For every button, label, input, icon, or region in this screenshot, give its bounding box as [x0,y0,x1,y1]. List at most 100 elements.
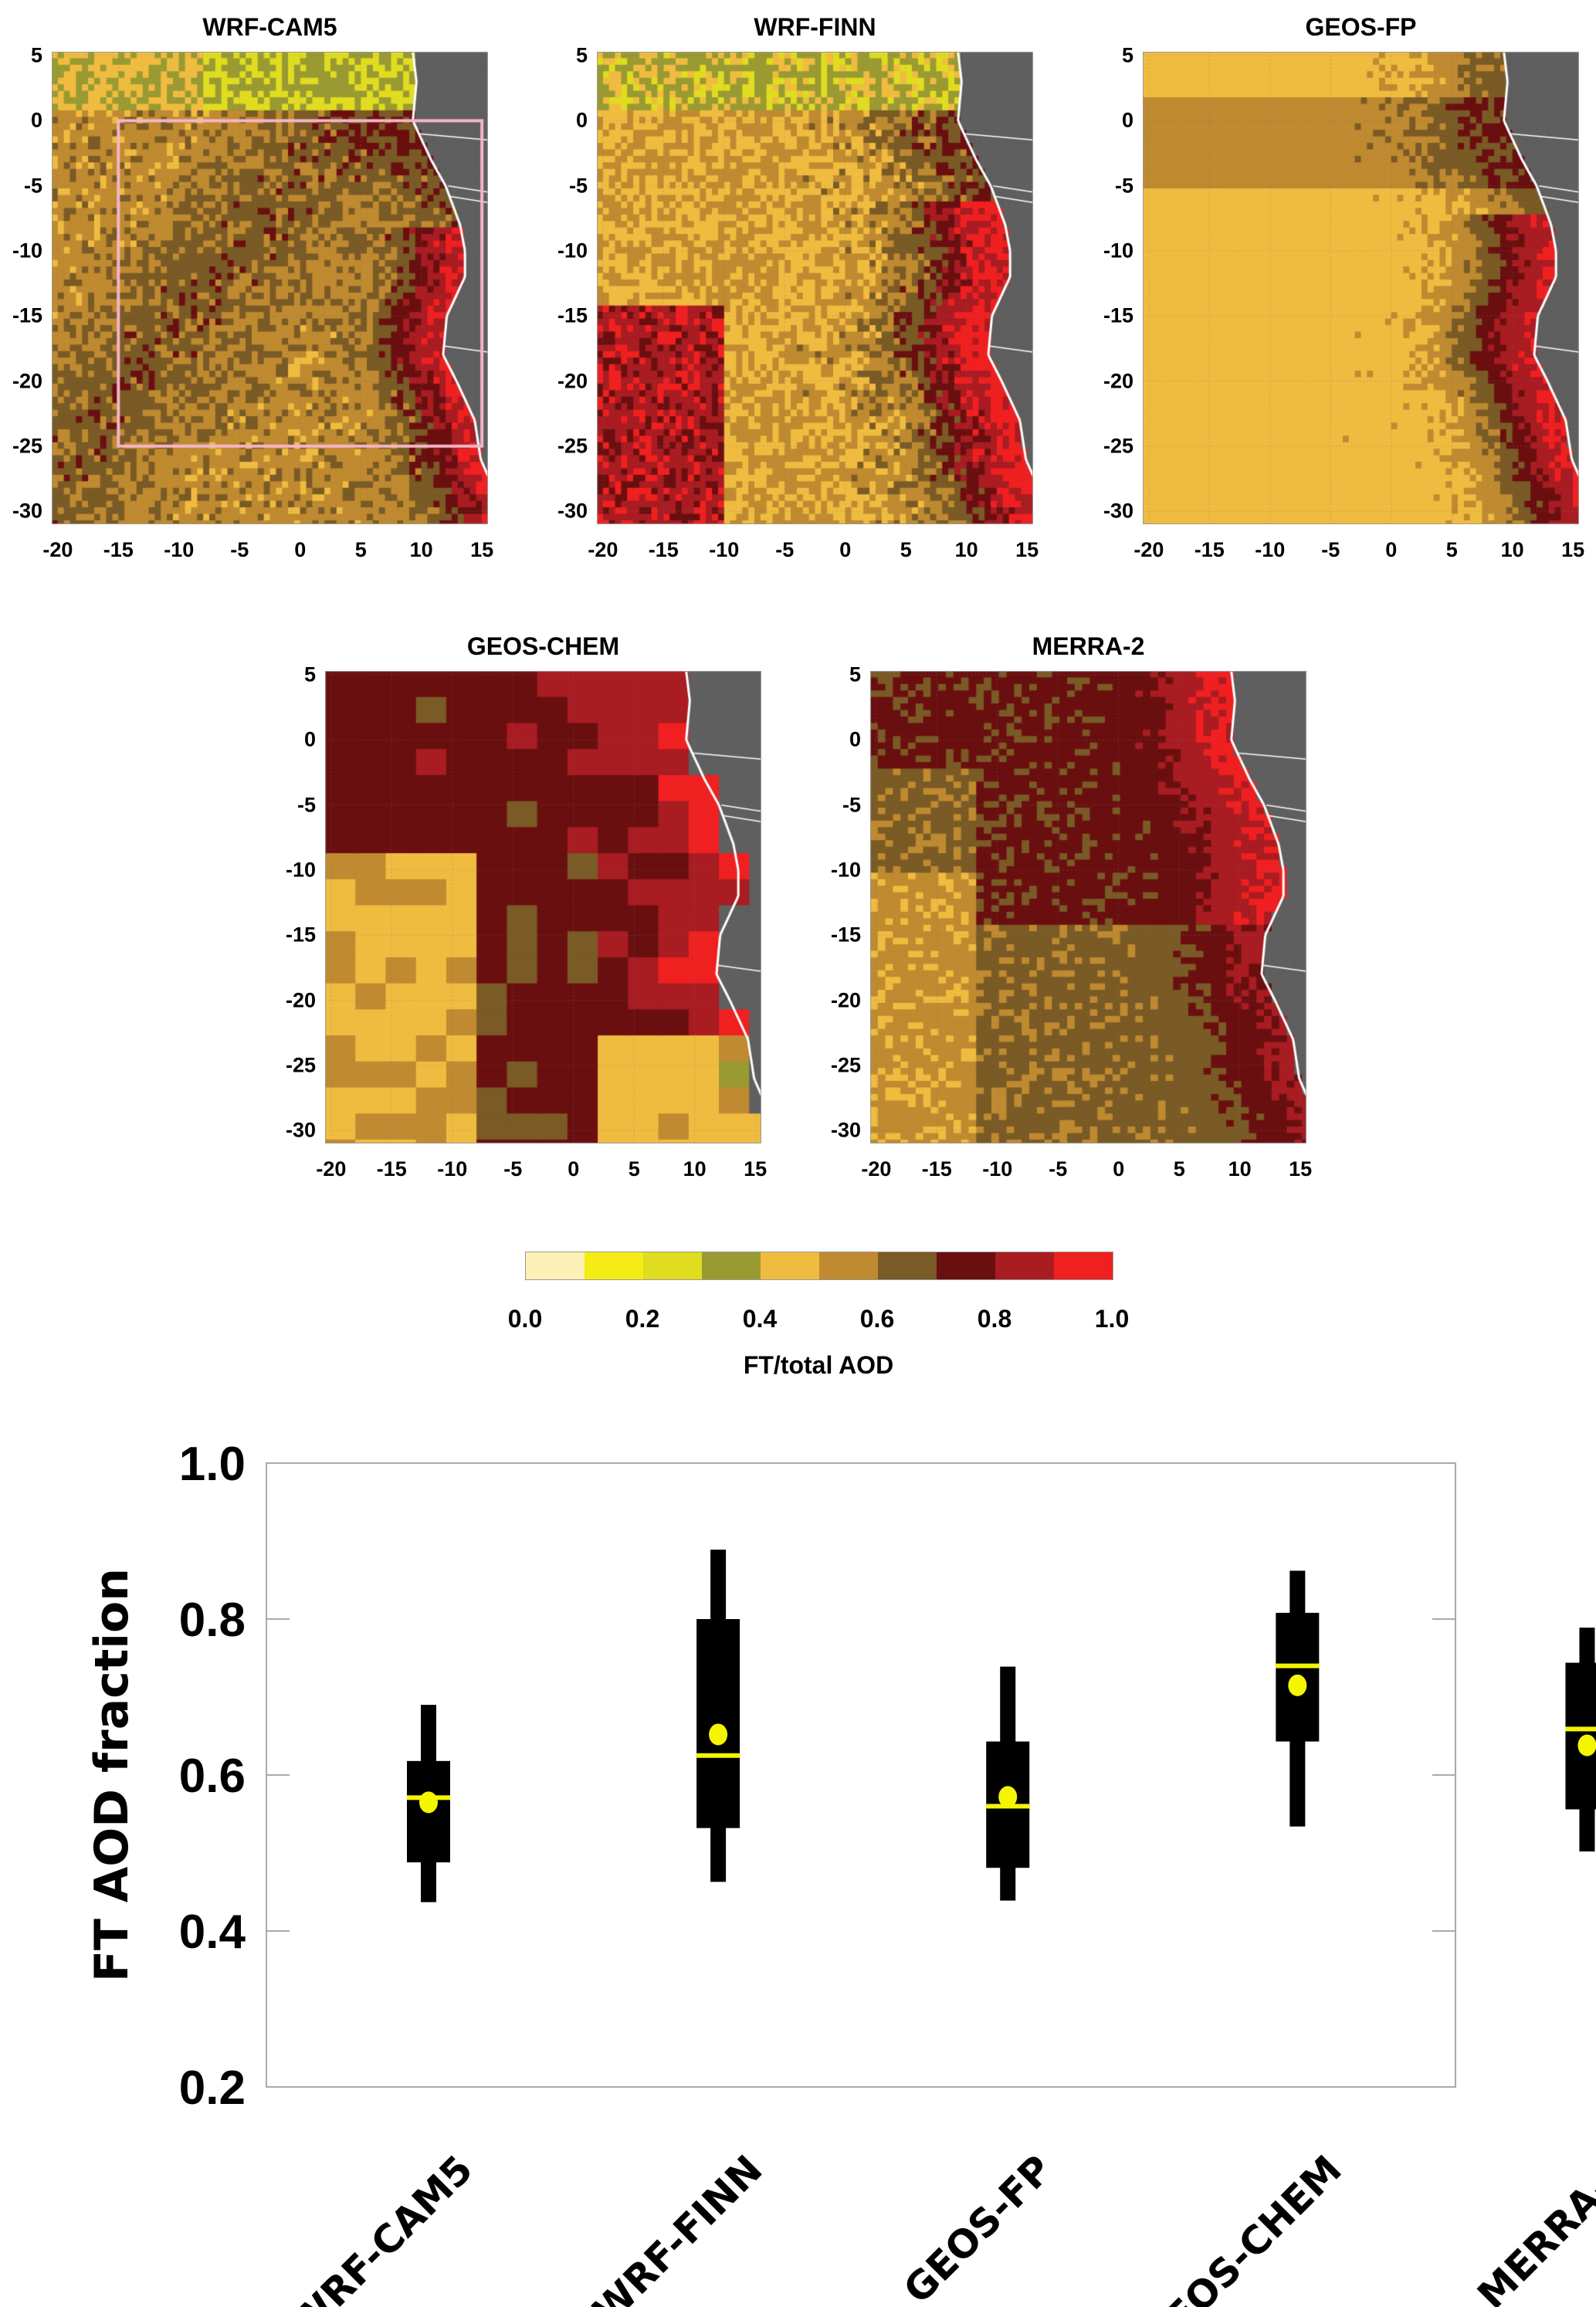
y-tick-label: 0.6 [179,1750,246,1803]
lat-tick-label: 5 [575,43,588,67]
lat-tick-label: -25 [285,1053,316,1077]
lon-tick-label: -10 [164,538,195,561]
y-tick-label: 0.4 [179,1906,246,1959]
lon-tick-label: -20 [1133,538,1164,561]
mean-marker [1288,1674,1307,1696]
median-line [1276,1663,1320,1668]
lat-tick-label: -5 [1114,174,1133,198]
median-line [696,1753,740,1758]
lat-tick-label: 0 [849,727,861,751]
lon-tick-label: 0 [294,538,307,561]
lon-tick-label: 0 [568,1157,580,1181]
lat-tick-label: -10 [285,858,316,882]
lon-tick-label: 5 [354,538,367,561]
box [696,1619,740,1828]
lon-tick-label: 10 [1500,538,1524,561]
colorbar-swatch [643,1252,702,1279]
y-tick-label: 1.0 [179,1438,246,1491]
lon-tick-label: -15 [376,1157,407,1181]
colorbar-swatch [1054,1252,1113,1279]
lon-tick-label: 10 [954,538,978,561]
lon-tick-label: -10 [437,1157,468,1181]
colorbar-tick-label: 0.4 [742,1305,778,1333]
lon-tick-label: -20 [316,1157,347,1181]
lon-tick-label: -5 [1321,538,1340,561]
map-image [325,671,761,1143]
box-plot: 0.2 0.4 0.6 0.8 1.0 FT AOD fraction WRF-CAM5 WR… [85,1438,1596,2307]
lon-tick-label: 0 [1113,1157,1125,1181]
mean-marker [1577,1734,1596,1757]
lon-tick-label: 5 [1445,538,1458,561]
lon-tick-label: 5 [900,538,912,561]
lat-tick-label: -15 [830,923,861,947]
lat-tick-label: -20 [557,369,588,393]
map-image [870,671,1306,1143]
map-title: WRF-FINN [754,13,876,41]
mean-marker [998,1786,1018,1808]
x-tick-label: WRF-CAM5 [282,2146,481,2307]
lat-tick-label: -5 [23,174,42,198]
lat-tick-label: 5 [849,662,861,686]
lat-tick-label: -25 [830,1053,861,1077]
y-axis-label: FT AOD fraction [85,1568,139,1982]
colorbar-swatch [937,1252,995,1279]
lon-tick-label: 10 [409,538,433,561]
lon-tick-label: -20 [861,1157,892,1181]
lat-tick-label: -10 [1103,239,1133,263]
lat-tick-label: -20 [285,988,316,1012]
lon-tick-label: -20 [42,538,73,561]
colorbar-swatch [878,1252,937,1279]
map-panel-merra: MERRA-2 5 0 -5 -10 -15 -20 -25 -30 -20 -15 -10 -5 0 5 1… [831,632,1312,1181]
map-title: GEOS-CHEM [466,632,620,660]
median-line [1565,1726,1596,1732]
map-title: GEOS-FP [1305,13,1417,41]
mean-marker [709,1723,728,1746]
lon-tick-label: -15 [648,538,679,561]
lat-tick-label: 5 [1121,43,1133,67]
lat-tick-label: -15 [557,303,588,327]
y-tick-label: 0.8 [179,1594,246,1647]
lat-tick-label: 0 [30,108,42,132]
lat-tick-label: 5 [30,43,42,67]
map-panel-finn: WRF-FINN 5 0 -5 -10 -15 -20 -25 -30 -20 -15 -10 -5 0 5… [557,13,1039,561]
y-tick-label: 0.2 [179,2061,246,2115]
x-tick-label: WRF-FINN [585,2146,771,2307]
lon-tick-label: 0 [839,538,852,561]
lat-tick-label: -10 [830,858,861,882]
colorbar-tick-label: 0.2 [625,1305,660,1333]
lat-tick-label: -10 [557,239,588,263]
lon-tick-label: -15 [921,1157,952,1181]
map-panel-chem: GEOS-CHEM 5 0 -5 -10 -15 -20 -25 -30 -20 -15 -10 -5 0… [286,632,767,1181]
lat-tick-label: -15 [12,303,42,327]
x-tick-label: GEOS-CHEM [1135,2146,1350,2307]
x-tick-label: MERRA-2 [1469,2146,1596,2307]
lat-tick-label: -30 [12,499,42,523]
lon-tick-label: 5 [1173,1157,1185,1181]
colorbar-swatch [995,1252,1054,1279]
lat-tick-label: -15 [1103,303,1133,327]
colorbar-swatch [526,1252,585,1279]
lat-tick-label: -30 [1103,499,1133,523]
lat-tick-label: -20 [12,369,42,393]
lon-tick-label: 5 [628,1157,640,1181]
lat-tick-label: 0 [575,108,588,132]
map-image [1143,52,1579,524]
lon-tick-label: -15 [103,538,134,561]
lon-tick-label: -10 [1255,538,1286,561]
lon-tick-label: -10 [709,538,740,561]
lat-tick-label: -20 [1103,369,1133,393]
lat-tick-label: -5 [842,793,861,817]
map-panel-fp: GEOS-FP 5 0 -5 -10 -15 -20 -25 -30 -20 -15 -10 -5 0 5 1… [1103,13,1584,561]
lon-tick-label: 15 [1015,538,1039,561]
lon-tick-label: -15 [1194,538,1225,561]
colorbar-tick-label: 0.0 [507,1305,543,1333]
map-image [52,52,488,524]
lat-tick-label: -20 [830,988,861,1012]
lon-tick-label: -5 [503,1157,523,1181]
lon-tick-label: 15 [744,1157,768,1181]
colorbar-swatch [819,1252,878,1279]
lat-tick-label: -25 [1103,434,1133,458]
lat-tick-label: -25 [12,434,42,458]
lat-tick-label: 0 [303,727,316,751]
colorbar-tick-label: 1.0 [1094,1305,1130,1333]
